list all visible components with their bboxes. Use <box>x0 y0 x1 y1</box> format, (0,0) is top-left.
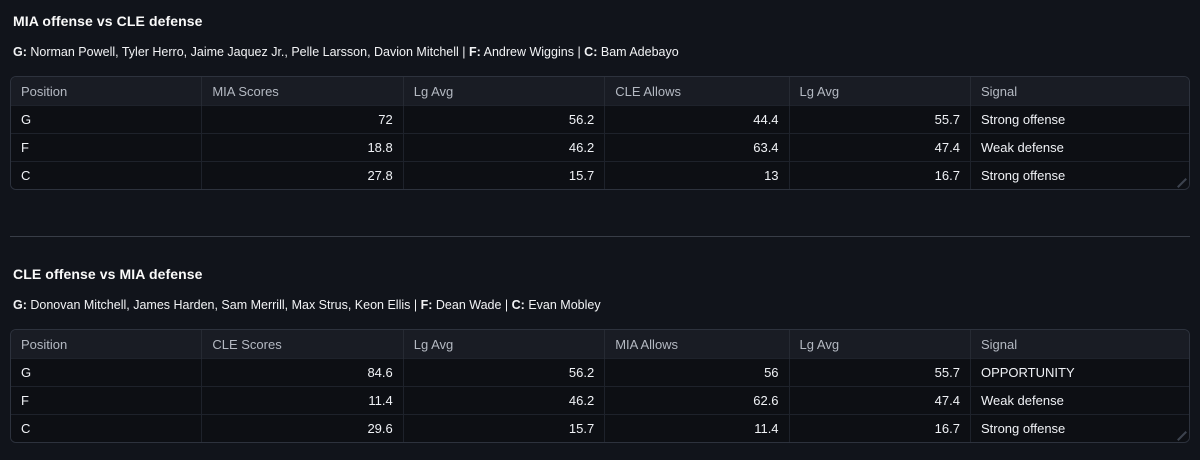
table-row: G 84.6 56.2 56 55.7 OPPORTUNITY <box>11 358 1189 387</box>
col-header-team-scores[interactable]: MIA Scores <box>201 77 404 106</box>
section-divider <box>10 236 1190 237</box>
cell-signal[interactable]: Strong offense <box>969 161 1189 189</box>
roster-g-label: G: <box>13 298 27 312</box>
matchup-table: Position CLE Scores Lg Avg MIA Allows Lg… <box>11 330 1189 442</box>
roster-c-players: Evan Mobley <box>528 298 601 312</box>
col-header-team-allows[interactable]: MIA Allows <box>604 330 790 359</box>
cell-signal[interactable]: OPPORTUNITY <box>969 358 1189 387</box>
col-header-lg-avg-defense[interactable]: Lg Avg <box>788 77 971 106</box>
table-header-row: Position MIA Scores Lg Avg CLE Allows Lg… <box>11 77 1189 106</box>
roster-g-players: Norman Powell, Tyler Herro, Jaime Jaquez… <box>30 45 459 59</box>
dataframe: Position MIA Scores Lg Avg CLE Allows Lg… <box>10 76 1190 190</box>
col-header-team-allows[interactable]: CLE Allows <box>604 77 790 106</box>
cell-team-scores[interactable]: 84.6 <box>201 358 404 387</box>
cell-lg-avg-offense[interactable]: 56.2 <box>402 358 605 387</box>
cell-lg-avg-offense[interactable]: 15.7 <box>402 161 605 189</box>
app-page: MIA offense vs CLE defense G: Norman Pow… <box>0 0 1200 443</box>
col-header-lg-avg-offense[interactable]: Lg Avg <box>402 330 605 359</box>
table-row: F 11.4 46.2 62.6 47.4 Weak defense <box>11 386 1189 415</box>
roster-g-players: Donovan Mitchell, James Harden, Sam Merr… <box>30 298 411 312</box>
matchup-section-mia-offense: MIA offense vs CLE defense G: Norman Pow… <box>10 14 1190 190</box>
cell-signal[interactable]: Strong offense <box>969 414 1189 442</box>
cell-lg-avg-defense[interactable]: 16.7 <box>788 161 971 189</box>
col-header-lg-avg-defense[interactable]: Lg Avg <box>788 330 971 359</box>
roster-g-label: G: <box>13 45 27 59</box>
cell-position[interactable]: G <box>11 358 202 387</box>
roster-c-label: C: <box>511 298 525 312</box>
cell-lg-avg-offense[interactable]: 46.2 <box>402 133 605 162</box>
cell-position[interactable]: C <box>11 414 202 442</box>
cell-signal[interactable]: Weak defense <box>969 133 1189 162</box>
section-title: MIA offense vs CLE defense <box>13 13 203 29</box>
cell-team-scores[interactable]: 11.4 <box>201 386 404 415</box>
cell-team-scores[interactable]: 72 <box>201 105 404 134</box>
dataframe: Position CLE Scores Lg Avg MIA Allows Lg… <box>10 329 1190 443</box>
roster-line: G: Donovan Mitchell, James Harden, Sam M… <box>13 299 1190 312</box>
col-header-team-scores[interactable]: CLE Scores <box>201 330 404 359</box>
col-header-signal[interactable]: Signal <box>969 330 1189 359</box>
col-header-lg-avg-offense[interactable]: Lg Avg <box>402 77 605 106</box>
roster-line: G: Norman Powell, Tyler Herro, Jaime Jaq… <box>13 46 1190 59</box>
cell-lg-avg-offense[interactable]: 46.2 <box>402 386 605 415</box>
matchup-section-cle-offense: CLE offense vs MIA defense G: Donovan Mi… <box>10 267 1190 443</box>
table-resize-handle[interactable] <box>1176 429 1188 441</box>
cell-position[interactable]: F <box>11 133 202 162</box>
matchup-table: Position MIA Scores Lg Avg CLE Allows Lg… <box>11 77 1189 189</box>
col-header-signal[interactable]: Signal <box>969 77 1189 106</box>
cell-position[interactable]: F <box>11 386 202 415</box>
cell-lg-avg-offense[interactable]: 15.7 <box>402 414 605 442</box>
table-row: G 72 56.2 44.4 55.7 Strong offense <box>11 105 1189 134</box>
roster-separator: | <box>577 45 581 59</box>
roster-f-players: Dean Wade <box>435 298 502 312</box>
cell-lg-avg-defense[interactable]: 47.4 <box>788 386 971 415</box>
section-title: CLE offense vs MIA defense <box>13 266 203 282</box>
cell-team-allows[interactable]: 56 <box>604 358 790 387</box>
roster-f-label: F: <box>469 45 481 59</box>
cell-team-scores[interactable]: 18.8 <box>201 133 404 162</box>
cell-team-allows[interactable]: 13 <box>604 161 790 189</box>
roster-c-players: Bam Adebayo <box>600 45 679 59</box>
table-row: C 29.6 15.7 11.4 16.7 Strong offense <box>11 414 1189 442</box>
cell-signal[interactable]: Strong offense <box>969 105 1189 134</box>
cell-team-allows[interactable]: 44.4 <box>604 105 790 134</box>
roster-separator: | <box>413 298 418 312</box>
cell-signal[interactable]: Weak defense <box>969 386 1189 415</box>
cell-team-allows[interactable]: 11.4 <box>604 414 790 442</box>
cell-lg-avg-defense[interactable]: 55.7 <box>788 105 971 134</box>
roster-f-label: F: <box>420 298 433 312</box>
cell-team-scores[interactable]: 27.8 <box>201 161 404 189</box>
roster-separator: | <box>504 298 509 312</box>
cell-team-allows[interactable]: 62.6 <box>604 386 790 415</box>
table-resize-handle[interactable] <box>1176 176 1188 188</box>
cell-position[interactable]: C <box>11 161 202 189</box>
cell-lg-avg-offense[interactable]: 56.2 <box>402 105 605 134</box>
roster-f-players: Andrew Wiggins <box>483 45 574 59</box>
cell-lg-avg-defense[interactable]: 55.7 <box>788 358 971 387</box>
roster-separator: | <box>462 45 466 59</box>
cell-lg-avg-defense[interactable]: 47.4 <box>788 133 971 162</box>
cell-position[interactable]: G <box>11 105 202 134</box>
table-row: F 18.8 46.2 63.4 47.4 Weak defense <box>11 133 1189 162</box>
col-header-position[interactable]: Position <box>11 330 202 359</box>
cell-team-allows[interactable]: 63.4 <box>604 133 790 162</box>
cell-lg-avg-defense[interactable]: 16.7 <box>788 414 971 442</box>
cell-team-scores[interactable]: 29.6 <box>201 414 404 442</box>
roster-c-label: C: <box>584 45 598 59</box>
table-header-row: Position CLE Scores Lg Avg MIA Allows Lg… <box>11 330 1189 359</box>
table-row: C 27.8 15.7 13 16.7 Strong offense <box>11 161 1189 189</box>
col-header-position[interactable]: Position <box>11 77 202 106</box>
